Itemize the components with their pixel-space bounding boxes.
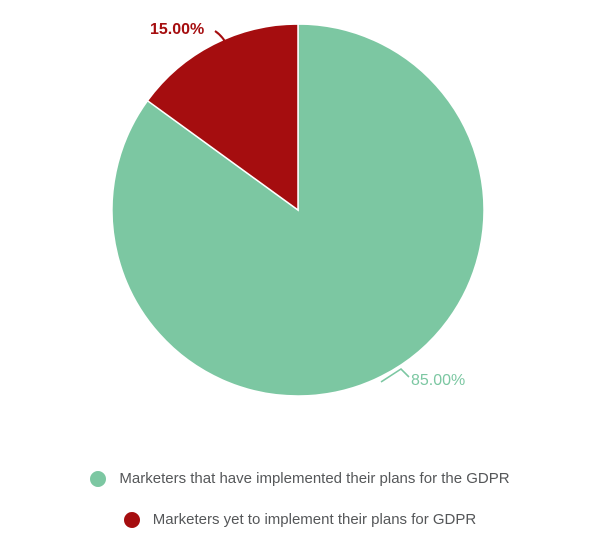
legend-swatch-green [90, 470, 107, 487]
slice-value-label-15-percent: 15.00% [150, 21, 205, 38]
pie-slice-yet-to-implement[interactable] [146, 23, 299, 212]
leader-line-85-percent [380, 367, 410, 383]
chart-legend: Marketers that have implemented their pl… [0, 470, 600, 528]
legend-swatch-red [123, 511, 140, 528]
legend-label-yet-to-implement: Marketers yet to implement their plans f… [152, 511, 477, 528]
slice-value-label-85-percent: 85.00% [411, 372, 466, 389]
leader-line-15-percent [214, 30, 230, 50]
legend-label-implemented: Marketers that have implemented their pl… [119, 470, 510, 487]
pie-plot-area [111, 23, 485, 397]
legend-item-yet-to-implement: Marketers yet to implement their plans f… [123, 511, 477, 528]
legend-item-implemented: Marketers that have implemented their pl… [90, 470, 510, 487]
